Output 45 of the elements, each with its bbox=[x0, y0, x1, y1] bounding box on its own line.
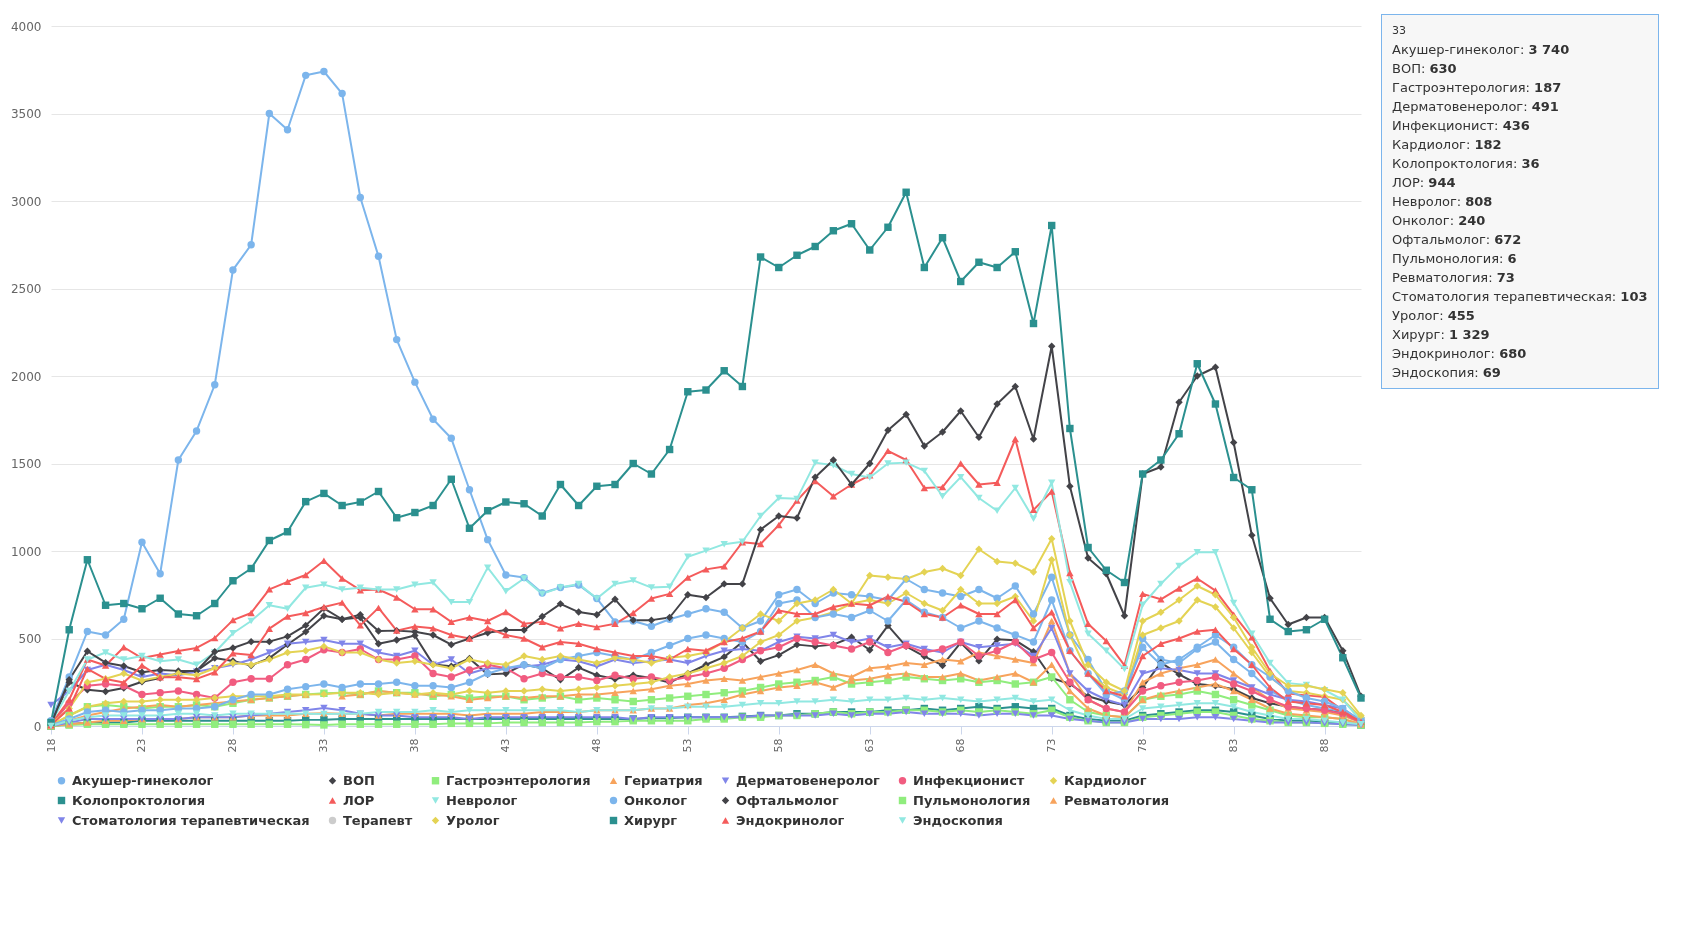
x-tick-label: 48 bbox=[590, 738, 604, 753]
x-tick-label: 73 bbox=[1045, 738, 1059, 753]
legend-label: ЛОР bbox=[343, 792, 375, 808]
legend-label: Колопроктология bbox=[72, 792, 206, 808]
x-tick-label: 18 bbox=[44, 738, 58, 753]
x-tick-label: 83 bbox=[1227, 738, 1241, 753]
legend-label: Акушер-гинеколог bbox=[72, 772, 214, 788]
y-tick-label: 0 bbox=[33, 719, 42, 734]
y-tick-label: 2000 bbox=[10, 369, 42, 384]
y-tick-label: 4000 bbox=[10, 19, 42, 34]
legend-label: Уролог bbox=[446, 812, 500, 828]
x-tick-label: 68 bbox=[954, 738, 968, 753]
x-tick-label: 53 bbox=[681, 738, 695, 753]
legend-label: Невролог bbox=[446, 792, 518, 808]
x-tick-label: 23 bbox=[135, 738, 149, 753]
legend-label: ВОП bbox=[343, 772, 375, 788]
y-tick-label: 1000 bbox=[10, 544, 42, 559]
x-tick-label: 28 bbox=[226, 738, 240, 753]
legend-label: Онколог bbox=[624, 792, 688, 808]
y-tick-label: 500 bbox=[18, 632, 42, 646]
legend-label: Эндоскопия bbox=[913, 812, 1003, 828]
x-tick-label: 38 bbox=[408, 738, 422, 753]
legend-label: Стоматология терапевтическая bbox=[72, 812, 310, 828]
legend-label: Пульмонология bbox=[913, 792, 1031, 808]
legend-label: Дерматовенеролог bbox=[736, 772, 881, 788]
x-tick-label: 63 bbox=[863, 738, 877, 753]
legend-label: Гастроэнтерология bbox=[446, 772, 591, 788]
legend-label: Инфекционист bbox=[913, 772, 1025, 788]
legend-label: Кардиолог bbox=[1064, 772, 1147, 788]
legend-label: Ревматология bbox=[1064, 792, 1170, 808]
tooltip-panel: 33 Акушер-гинеколог: 3 740 ВОП: 630 Гастроэнтерология: 187 Дерматовенеролог: 491 Инфекционист: 436 Кардиолог: 182 Колопроктология: 36 ЛОР: 944 Невролог: 808 Онколог: 240 Офтальмолог: 672 Пульмонология: 6 Ревматология: 73 Стоматология терапевтическая: 103 Уролог: 455 Хирург: 1 329 Эндокринолог: 680 Эндоскопия: 69 bbox=[1381, 14, 1659, 389]
legend-label: Эндокринолог bbox=[736, 812, 845, 828]
y-tick-label: 2500 bbox=[10, 282, 42, 296]
x-tick-label: 58 bbox=[772, 738, 786, 753]
legend-label: Гериатрия bbox=[624, 772, 703, 788]
legend-label: Офтальмолог bbox=[736, 792, 840, 808]
x-tick-label: 43 bbox=[499, 738, 513, 753]
y-tick-label: 3500 bbox=[10, 107, 42, 121]
x-tick-label: 78 bbox=[1136, 738, 1150, 753]
legend-label: Терапевт bbox=[343, 812, 413, 828]
legend-label: Хирург bbox=[624, 812, 678, 828]
y-tick-label: 1500 bbox=[10, 457, 42, 471]
x-tick-label: 33 bbox=[317, 738, 331, 753]
x-tick-label: 88 bbox=[1318, 738, 1332, 753]
y-tick-label: 3000 bbox=[10, 194, 42, 209]
